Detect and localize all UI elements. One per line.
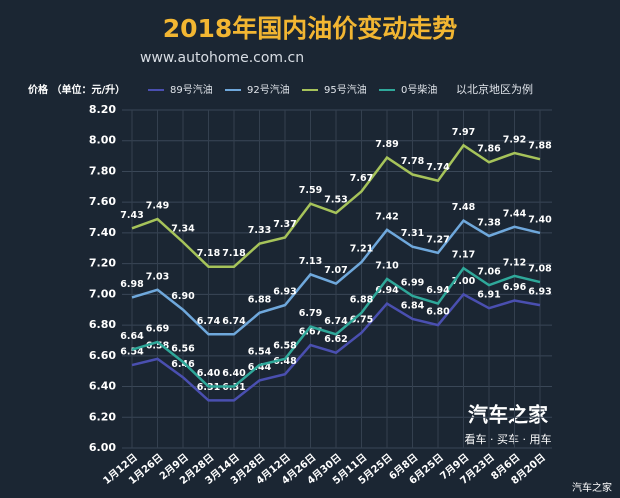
legend-label: 89号汽油 — [170, 83, 213, 96]
data-label: 6.54 — [120, 347, 144, 358]
data-label: 6.94 — [426, 285, 450, 296]
data-label: 7.92 — [503, 135, 526, 146]
y-tick-label: 7.60 — [89, 195, 116, 208]
data-label: 6.94 — [375, 285, 399, 296]
data-label: 6.93 — [528, 287, 551, 298]
data-label: 7.34 — [171, 224, 195, 235]
series-line — [131, 218, 541, 336]
data-label: 7.37 — [273, 219, 296, 230]
data-label: 7.21 — [350, 244, 373, 255]
data-label: 6.79 — [299, 308, 322, 319]
data-label: 7.33 — [248, 225, 271, 236]
data-label: 7.18 — [222, 248, 246, 259]
logo-tagline: 看车 · 买车 · 用车 — [465, 432, 552, 446]
data-label: 6.62 — [324, 334, 347, 345]
data-label: 6.48 — [273, 356, 297, 367]
y-tick-label: 6.60 — [89, 349, 116, 362]
note: 以北京地区为例 — [456, 82, 533, 96]
data-label: 6.64 — [120, 331, 144, 342]
y-axis-label: 价格 （单位：元/升） — [28, 83, 125, 96]
watermark: 汽车之家 — [572, 481, 612, 494]
data-label: 6.98 — [120, 279, 144, 290]
data-label: 7.67 — [350, 173, 373, 184]
data-label: 6.93 — [273, 287, 296, 298]
data-label: 6.56 — [171, 343, 195, 354]
data-label: 7.43 — [120, 210, 143, 221]
data-label: 7.38 — [477, 217, 501, 228]
series-line — [131, 292, 541, 402]
data-label: 6.46 — [171, 359, 195, 370]
data-label: 7.31 — [401, 228, 424, 239]
data-label: 6.75 — [350, 314, 373, 325]
data-label: 7.89 — [375, 139, 398, 150]
data-label: 6.96 — [503, 282, 527, 293]
y-tick-label: 6.40 — [89, 380, 116, 393]
data-label: 6.74 — [222, 316, 246, 327]
data-label: 7.00 — [452, 276, 476, 287]
data-label: 7.53 — [324, 194, 347, 205]
data-label: 7.42 — [375, 211, 398, 222]
data-label: 7.17 — [452, 250, 475, 261]
chart-title: 2018年国内油价变动走势 — [163, 14, 458, 43]
data-label: 7.48 — [452, 202, 476, 213]
data-label: 7.27 — [426, 234, 449, 245]
data-label: 7.18 — [197, 248, 221, 259]
data-label: 6.69 — [146, 323, 169, 334]
y-tick-label: 7.80 — [89, 164, 116, 177]
data-label: 7.97 — [452, 127, 475, 138]
y-tick-label: 7.40 — [89, 226, 116, 239]
data-label: 6.58 — [273, 340, 297, 351]
data-label: 6.67 — [299, 327, 322, 338]
data-label: 6.99 — [401, 277, 424, 288]
data-label: 7.08 — [528, 264, 552, 275]
data-label: 7.07 — [324, 265, 347, 276]
chart-subtitle: www.autohome.com.cn — [140, 50, 304, 66]
y-tick-label: 6.20 — [89, 410, 116, 423]
data-label: 6.40 — [222, 368, 246, 379]
data-label: 7.78 — [401, 156, 425, 167]
data-label: 7.88 — [528, 141, 552, 152]
data-label: 6.88 — [248, 294, 272, 305]
data-label: 6.58 — [146, 340, 170, 351]
data-label: 7.12 — [503, 257, 526, 268]
data-label: 7.49 — [146, 201, 169, 212]
legend-label: 92号汽油 — [247, 83, 290, 96]
data-label: 7.10 — [375, 261, 399, 272]
y-tick-label: 6.80 — [89, 318, 116, 331]
data-label: 7.13 — [299, 256, 322, 267]
data-label: 6.40 — [197, 368, 221, 379]
series-line — [131, 266, 541, 388]
legend-label: 0号柴油 — [401, 83, 437, 96]
data-label: 7.40 — [528, 214, 552, 225]
data-label: 6.80 — [426, 307, 450, 318]
y-tick-label: 8.00 — [89, 134, 116, 147]
series-line — [131, 143, 541, 268]
data-label: 6.74 — [197, 316, 221, 327]
y-tick-label: 7.00 — [89, 287, 116, 300]
logo: 汽车之家 — [468, 403, 549, 427]
data-label: 7.03 — [146, 271, 169, 282]
data-label: 6.90 — [171, 291, 195, 302]
data-label: 7.06 — [477, 267, 501, 278]
y-tick-label: 6.00 — [89, 441, 116, 454]
data-label: 6.84 — [401, 300, 425, 311]
data-label: 7.86 — [477, 144, 501, 155]
data-label: 6.44 — [248, 362, 272, 373]
legend-label: 95号汽油 — [324, 83, 367, 96]
data-label: 6.54 — [248, 347, 272, 358]
data-label: 7.74 — [426, 162, 450, 173]
y-tick-label: 7.20 — [89, 257, 116, 270]
data-label: 6.88 — [350, 294, 374, 305]
data-label: 7.59 — [299, 185, 322, 196]
y-tick-label: 8.20 — [89, 103, 116, 116]
data-label: 6.74 — [324, 316, 348, 327]
data-label: 7.44 — [503, 208, 527, 219]
data-label: 6.91 — [477, 290, 500, 301]
